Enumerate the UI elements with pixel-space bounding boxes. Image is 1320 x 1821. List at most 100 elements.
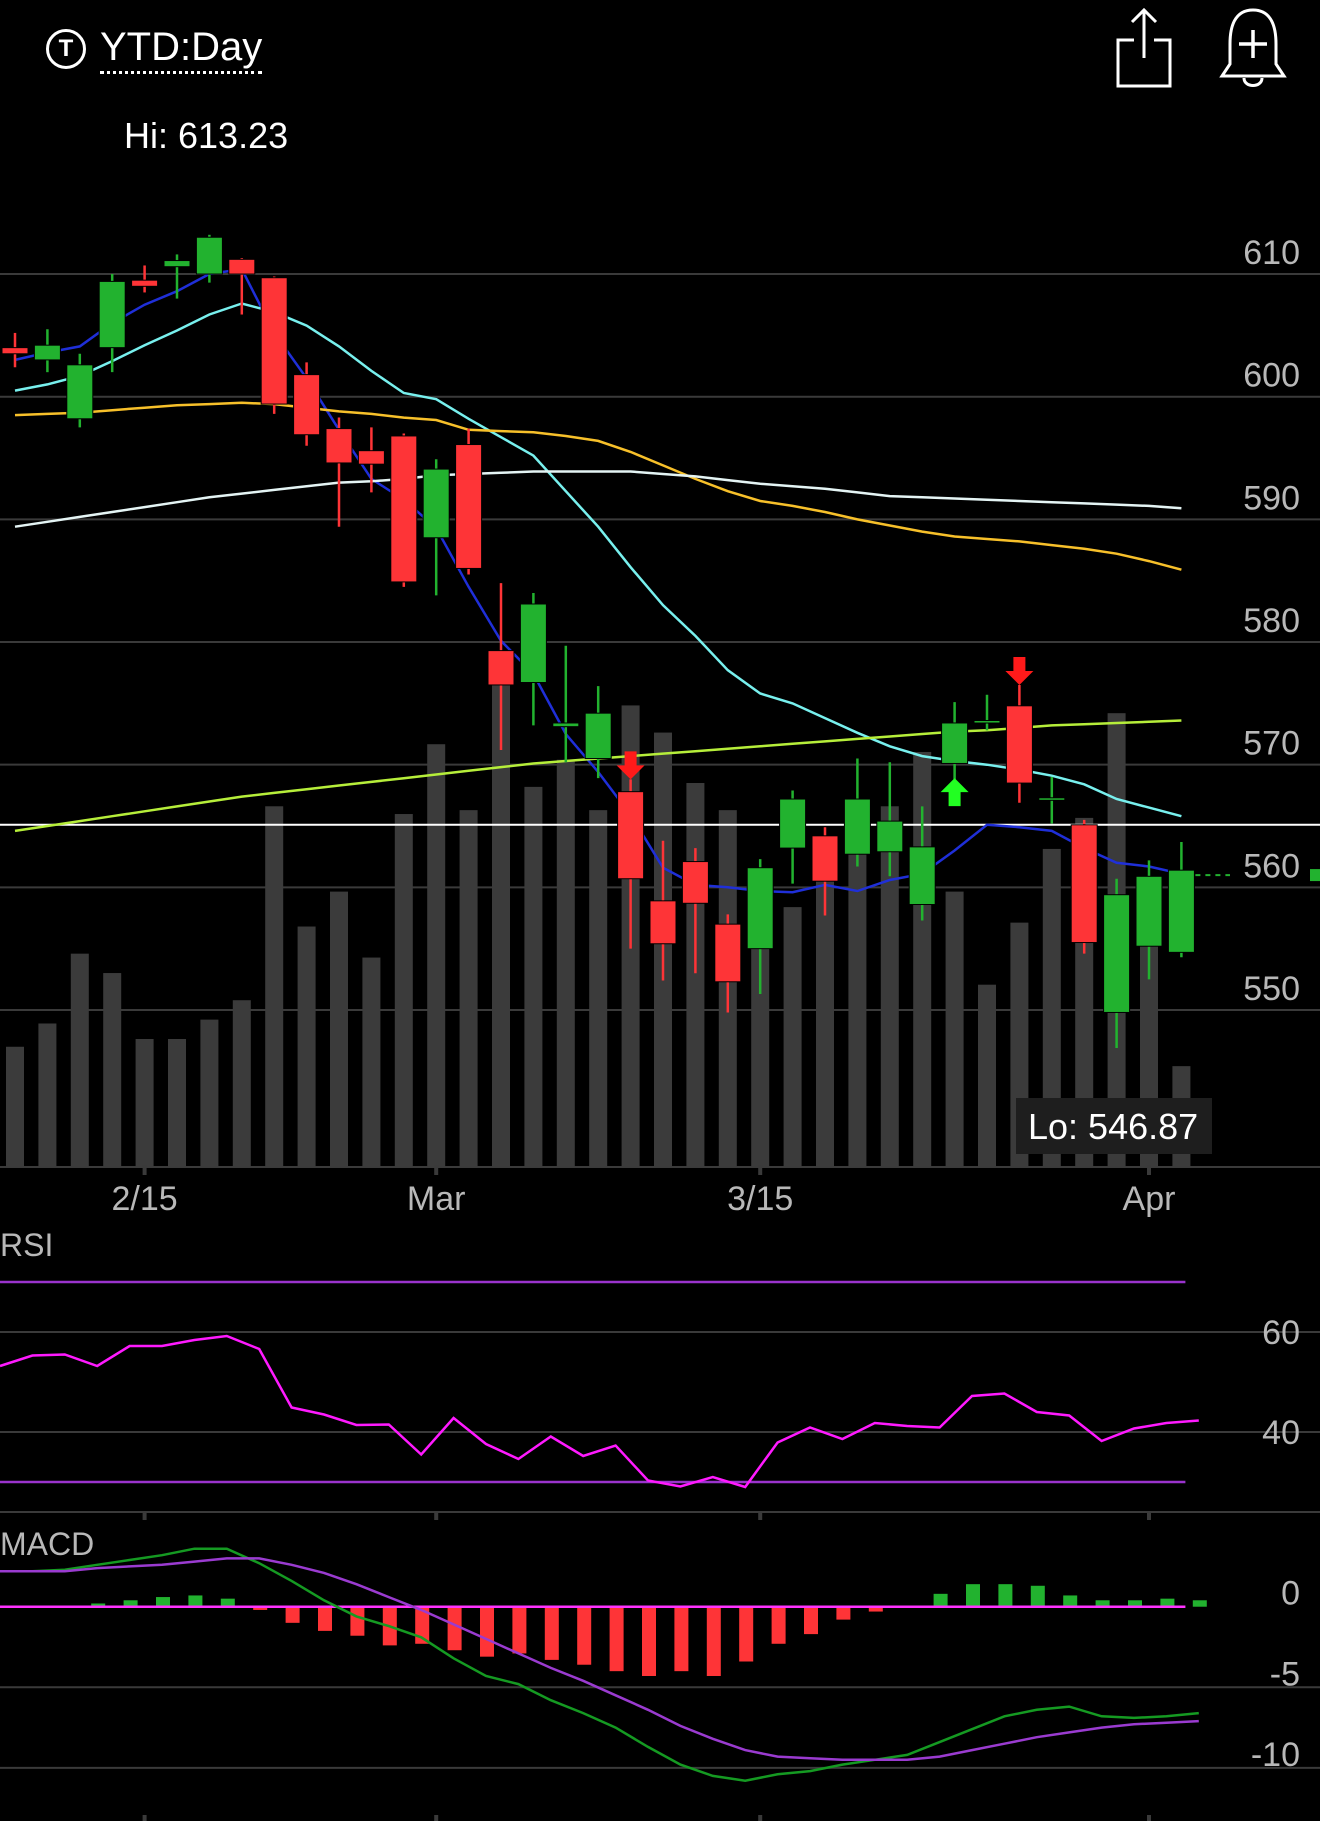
macd-histogram-bar [966,1584,980,1607]
price-tick-label: 550 [1243,970,1300,1008]
macd-histogram-bar [1160,1598,1175,1607]
candle-body [1,347,29,355]
candle-body [357,450,385,465]
macd-histogram-bar [1030,1585,1045,1607]
macd-tick-label: -5 [1270,1655,1300,1693]
symbol-timeframe-selector[interactable]: T YTD:Day [46,22,263,76]
volume-bar [1140,887,1158,1167]
date-tick-label: 3/15 [727,1180,793,1218]
price-tick-label: 560 [1243,847,1300,885]
macd-histogram-bar [642,1606,656,1676]
price-candles [1,234,1195,1049]
candle-body [228,258,256,275]
macd-histogram-bar [415,1606,430,1644]
volume-bar [686,783,705,1167]
volume-bar [265,806,284,1167]
overlay-sma-50 [14,401,1182,571]
price-tick-label: 610 [1243,234,1300,272]
macd-histogram-bar [447,1606,462,1651]
candle-body [1005,705,1033,784]
candle-body [422,468,450,539]
candle-body [163,260,191,268]
date-tick-label: Apr [1123,1180,1176,1218]
candle-body [973,720,1001,724]
price-high-label: Hi: 613.23 [124,115,288,156]
symbol-t-icon: T [46,29,86,69]
macd-histogram-bar [91,1603,106,1607]
candle-body [33,344,61,361]
moving-average-lines [14,267,1182,894]
price-tick-label: 570 [1243,725,1300,763]
rsi-tick-label: 60 [1262,1314,1300,1352]
volume-bar [459,810,478,1167]
macd-histogram-bar [1192,1600,1207,1607]
volume-bar [232,1000,251,1167]
macd-histogram-bar [1095,1600,1110,1607]
macd-histogram-bar [123,1600,138,1607]
candle-body [1038,797,1066,801]
macd-signal-line [0,1557,1199,1762]
volume-bar [103,973,122,1167]
candle-body [843,798,871,855]
overlay-ema-mid [14,302,1182,818]
candle-body [487,650,515,686]
volume-bar [330,891,348,1167]
date-tick-label: 2/15 [112,1180,178,1218]
volume-bar [816,856,834,1167]
macd-tick-label: 0 [1281,1575,1300,1613]
rsi-line [0,1334,1199,1489]
date-axis: 2/15 Mar 3/15 Apr [112,1165,1176,1218]
sell-signal-arrow [616,751,645,780]
candle-body [941,722,969,764]
candle-body [1135,875,1163,947]
volume-bar [556,759,575,1167]
candle-body [811,835,839,882]
share-icon[interactable] [1112,6,1176,90]
volume-bar [168,1039,186,1167]
volume-bar [978,984,996,1167]
volume-bar [589,810,608,1167]
candle-body [617,791,645,880]
last-price-marker [1310,869,1320,882]
macd-histogram-bar [804,1606,818,1635]
rsi-title: RSI [0,1227,53,1263]
candle-body [455,444,483,569]
rsi-panel: 60 40 [0,1280,1320,1520]
overlay-ema-short [14,267,1182,894]
candle-body [293,374,321,436]
macd-histogram-bar [253,1606,268,1610]
candle-body [1167,869,1195,953]
volume-bar [135,1039,154,1167]
macd-histogram-bar [1063,1595,1078,1607]
candle-body [649,900,677,945]
volume-bar [751,879,770,1167]
macd-histogram-bar [318,1606,332,1631]
volume-bar [6,1046,24,1167]
price-low-label-bg [1016,1098,1212,1154]
candle-body [1070,824,1098,944]
macd-histogram-bar [188,1595,203,1607]
volume-bar [492,655,510,1167]
macd-histogram-bar [220,1598,235,1607]
macd-tick-label: -10 [1251,1736,1300,1774]
volume-bar [880,806,899,1167]
rsi-tick-label: 40 [1262,1414,1300,1452]
volume-bar [1042,848,1061,1167]
candle-body [66,364,94,420]
volume-bar [783,907,802,1167]
macd-histogram-bar [933,1593,948,1607]
add-alert-bell-icon[interactable] [1218,6,1288,90]
volume-bar [945,891,964,1167]
volume-bar [524,786,543,1167]
candle-body [390,435,418,583]
overlay-sma-100 [14,470,1182,528]
candle-body [681,861,709,904]
candle-body [519,603,547,683]
candle-body [908,846,936,906]
macd-line [0,1547,1199,1782]
volume-bar [70,953,89,1167]
candle-body [131,279,159,287]
macd-histogram-bar [771,1606,786,1644]
chart-header: T YTD:Day [0,0,1320,95]
